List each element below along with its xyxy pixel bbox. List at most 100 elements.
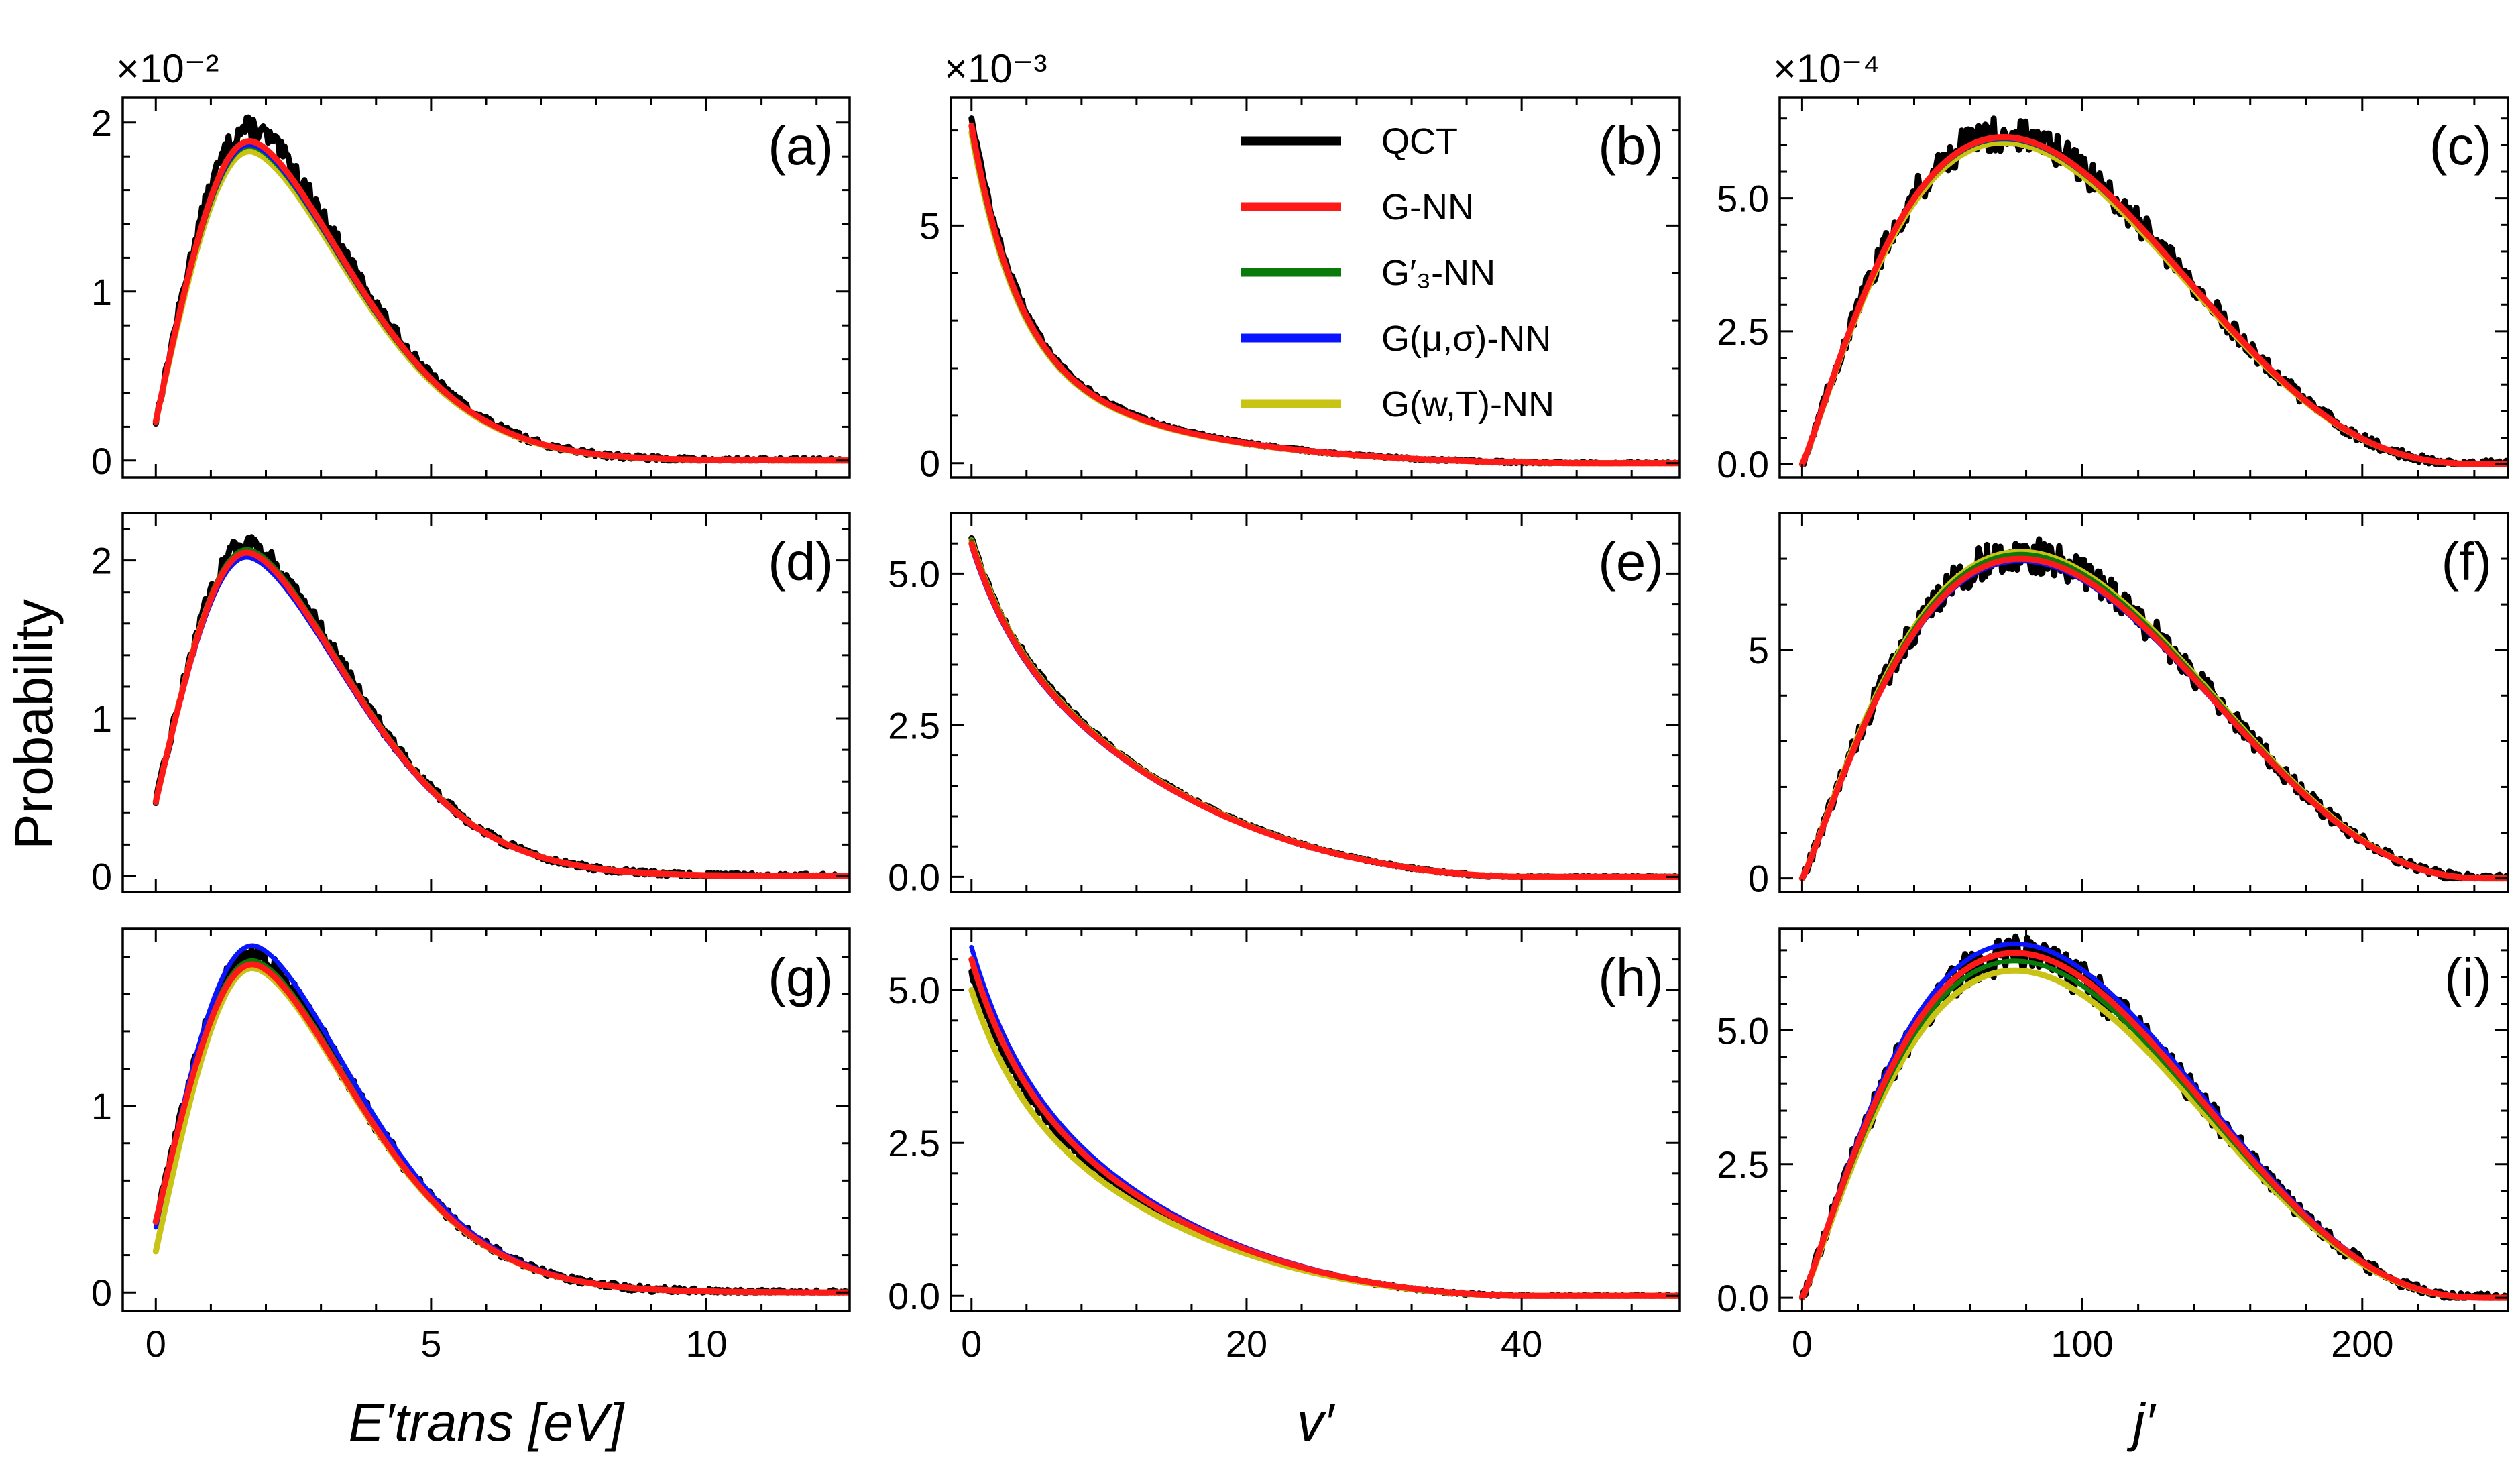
y-tick-label: 2: [91, 540, 112, 582]
axes-frame: [950, 96, 1681, 479]
x-tick-label: 20: [1226, 1323, 1267, 1365]
series-line-g3-nn: [153, 144, 850, 463]
series-line-gwt-nn: [152, 964, 850, 1296]
series-group: [968, 535, 1680, 880]
series-line-g-nn: [1798, 950, 2508, 1301]
y-tick-label: 0: [1748, 858, 1769, 900]
series-line-qct: [152, 946, 850, 1296]
series-line-gwt-nn: [968, 129, 1680, 467]
y-tick-label: 2.5: [1717, 311, 1769, 353]
axis-exponent-label: ×10⁻⁴: [1773, 46, 1880, 91]
series-line-g-nn: [1798, 134, 2508, 467]
series-line-gms-nn: [969, 125, 1680, 466]
series-line-gwt-nn: [152, 548, 850, 879]
y-tick-label: 0: [91, 855, 112, 897]
y-tick-label: 0.0: [888, 856, 940, 898]
series-line-gms-nn: [1799, 135, 2508, 467]
series-line-qct: [1798, 115, 2508, 467]
y-tick-label: 5: [1748, 629, 1769, 671]
series-line-gwt-nn: [1798, 967, 2508, 1301]
legend-entry-label: G′₃-NN: [1381, 253, 1495, 293]
y-tick-label: 2.5: [888, 1122, 940, 1164]
series-line-g-nn: [968, 123, 1680, 467]
y-tick-label: 5: [919, 205, 940, 247]
series-line-g3-nn: [153, 547, 850, 879]
series-line-qct: [1798, 933, 2508, 1301]
series-line-g3-nn: [969, 128, 1680, 466]
series-line-gms-nn: [969, 944, 1680, 1298]
series-group: [968, 115, 1680, 467]
axes-frame: [950, 512, 1681, 893]
panel-c: 0.0 2.5 5.0 (c) ×10⁻⁴: [1717, 46, 2509, 486]
x-axis-label: v′: [1297, 1392, 1336, 1452]
y-tick-label: 5.0: [1717, 178, 1769, 220]
series-line-g-nn: [152, 549, 850, 879]
series-line-qct: [968, 115, 1680, 467]
x-tick-label: 0: [961, 1323, 982, 1365]
panel-d: 0 1 2 (d): [91, 512, 851, 897]
y-tick-label: 2: [91, 102, 112, 144]
axes-frame: [950, 927, 1681, 1312]
panel-label: (d): [768, 532, 834, 592]
series-line-g3-nn: [1799, 958, 2508, 1300]
series-group: [152, 114, 850, 464]
series-line-gwt-nn: [1798, 139, 2508, 467]
y-tick-label: 1: [91, 1085, 112, 1127]
x-axis-label: j′: [2127, 1392, 2157, 1452]
y-tick-label: 1: [91, 271, 112, 313]
x-tick-label: 200: [2331, 1323, 2393, 1365]
series-line-qct: [152, 114, 850, 464]
x-tick-label: 100: [2051, 1323, 2113, 1365]
series-line-gwt-nn: [968, 537, 1680, 880]
series-line-g3-nn: [153, 958, 850, 1295]
y-tick-label: 0: [919, 443, 940, 485]
legend-entry-label: G-NN: [1381, 187, 1474, 227]
legend-entry-label: G(μ,σ)-NN: [1381, 319, 1551, 359]
series-line-qct: [152, 534, 850, 879]
series-line-gms-nn: [1799, 941, 2508, 1300]
panel-f: 0 5 (f): [1748, 512, 2509, 900]
x-tick-label: 0: [1792, 1323, 1813, 1365]
series-group: [968, 944, 1680, 1299]
series-line-g-nn: [968, 540, 1680, 880]
series-line-gwt-nn: [1798, 549, 2508, 882]
panel-label: (e): [1598, 532, 1664, 592]
x-tick-label: 40: [1501, 1323, 1542, 1365]
series-line-g3-nn: [969, 538, 1680, 879]
y-axis-label: Probability: [4, 599, 64, 850]
series-line-g-nn: [1798, 555, 2508, 882]
panel-h: 0.0 2.5 5.0 0 20 40 (h) v′: [888, 927, 1681, 1452]
series-line-g3-nn: [1799, 136, 2508, 467]
y-tick-label: 0.0: [1717, 1277, 1769, 1319]
y-tick-label: 0: [91, 1272, 112, 1314]
panel-e: 0.0 2.5 5.0 (e): [888, 512, 1681, 898]
series-group: [1798, 115, 2508, 467]
y-tick-label: 0: [91, 440, 112, 482]
panel-b: 0 5 (b) ×10⁻³: [919, 46, 1681, 485]
series-line-gms-nn: [153, 943, 850, 1295]
series-line-gms-nn: [153, 555, 850, 879]
axis-exponent-label: ×10⁻³: [944, 46, 1047, 91]
panel-i: 0.0 2.5 5.0 0 100 200 (i) j′: [1717, 927, 2509, 1452]
panel-label: (g): [768, 948, 834, 1007]
y-tick-label: 5.0: [1717, 1009, 1769, 1052]
series-line-gms-nn: [153, 142, 850, 463]
y-tick-label: 0.0: [888, 1275, 940, 1317]
panel-a: 0 1 2 (a) ×10⁻²: [91, 46, 851, 482]
series-group: [1798, 933, 2508, 1301]
panel-label: (f): [2441, 532, 2492, 592]
series-group: [152, 534, 850, 879]
series-line-g-nn: [152, 138, 850, 464]
axes-frame: [1778, 96, 2509, 479]
panel-label: (h): [1598, 948, 1664, 1007]
series-group: [152, 943, 850, 1296]
y-tick-label: 5.0: [888, 969, 940, 1011]
axes-frame: [1778, 512, 2509, 893]
series-line-g-nn: [152, 961, 850, 1296]
legend: QCT G-NN G′₃-NN G(μ,σ)-NN G(w,T)-NN: [1241, 121, 1554, 425]
panel-label: (c): [2429, 116, 2492, 176]
series-line-qct: [968, 968, 1680, 1299]
series-line-qct: [968, 535, 1680, 880]
series-group: [1798, 536, 2508, 882]
